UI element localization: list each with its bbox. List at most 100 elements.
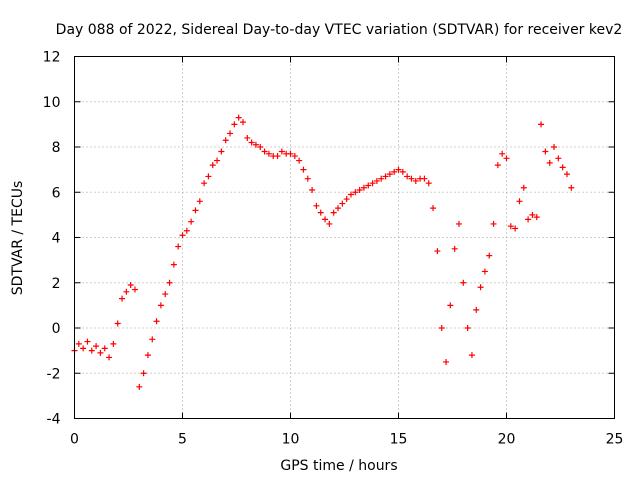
x-tick-label: 5 bbox=[178, 432, 187, 448]
data-point bbox=[326, 220, 333, 227]
data-point bbox=[460, 279, 467, 286]
y-axis-label: SDTVAR / TECUs bbox=[10, 181, 26, 296]
chart-title: Day 088 of 2022, Sidereal Day-to-day VTE… bbox=[56, 22, 623, 38]
data-point bbox=[425, 180, 432, 187]
data-point bbox=[149, 336, 156, 343]
data-point bbox=[516, 198, 523, 205]
y-tick-label: 10 bbox=[43, 95, 61, 111]
data-point bbox=[555, 155, 562, 162]
data-point bbox=[209, 162, 216, 169]
data-point bbox=[140, 370, 147, 377]
data-point bbox=[304, 175, 311, 182]
data-point bbox=[525, 216, 532, 223]
data-point bbox=[80, 345, 87, 352]
data-point bbox=[563, 171, 570, 178]
data-point bbox=[468, 352, 475, 359]
data-point bbox=[356, 186, 363, 193]
data-point bbox=[183, 227, 190, 234]
data-point bbox=[455, 220, 462, 227]
data-point bbox=[473, 306, 480, 313]
data-point bbox=[188, 218, 195, 225]
y-tick-label: 6 bbox=[52, 185, 61, 201]
data-point bbox=[136, 383, 143, 390]
data-point bbox=[214, 157, 221, 164]
data-point bbox=[287, 150, 294, 157]
data-point bbox=[464, 325, 471, 331]
data-point bbox=[222, 137, 229, 144]
data-point bbox=[110, 340, 117, 347]
data-point bbox=[404, 173, 411, 180]
data-point bbox=[551, 144, 558, 150]
data-point bbox=[335, 205, 342, 212]
data-point bbox=[248, 139, 255, 146]
x-tick-label: 0 bbox=[70, 432, 79, 448]
data-point bbox=[162, 291, 169, 298]
data-point bbox=[131, 286, 138, 293]
data-point bbox=[382, 173, 389, 180]
data-point bbox=[533, 214, 540, 221]
data-point bbox=[317, 209, 324, 216]
data-point bbox=[386, 171, 393, 178]
y-tick-label: 2 bbox=[52, 276, 61, 292]
data-point bbox=[93, 343, 100, 350]
data-point bbox=[538, 121, 545, 128]
data-point bbox=[196, 198, 203, 205]
data-point bbox=[360, 184, 367, 191]
y-tick-label: 12 bbox=[43, 50, 61, 66]
data-point bbox=[218, 148, 225, 155]
data-point bbox=[481, 268, 488, 275]
data-point bbox=[347, 191, 354, 198]
data-point bbox=[529, 211, 536, 218]
data-point bbox=[507, 223, 514, 230]
data-point bbox=[438, 325, 445, 331]
data-point bbox=[252, 141, 259, 148]
data-point bbox=[399, 168, 406, 175]
data-point bbox=[153, 318, 160, 325]
x-tick-label: 20 bbox=[498, 432, 516, 448]
data-point bbox=[231, 121, 238, 128]
data-point bbox=[391, 168, 398, 175]
data-point bbox=[265, 150, 272, 157]
data-point bbox=[395, 166, 402, 173]
data-point bbox=[201, 180, 208, 187]
data-point bbox=[546, 159, 553, 166]
data-point bbox=[106, 354, 113, 361]
data-point bbox=[97, 349, 104, 356]
data-point bbox=[408, 175, 415, 182]
data-point bbox=[239, 119, 246, 126]
data-point bbox=[170, 261, 177, 268]
x-axis-label: GPS time / hours bbox=[280, 458, 397, 474]
data-point bbox=[235, 114, 242, 121]
plot-frame bbox=[74, 56, 615, 419]
data-point bbox=[443, 358, 450, 365]
data-point bbox=[244, 134, 251, 141]
data-point bbox=[309, 186, 316, 193]
data-point bbox=[84, 338, 91, 345]
data-point bbox=[512, 225, 519, 232]
x-tick-label: 15 bbox=[390, 432, 408, 448]
data-point bbox=[447, 302, 454, 309]
data-point bbox=[123, 288, 130, 295]
data-point bbox=[330, 209, 337, 216]
data-point bbox=[313, 202, 320, 209]
data-point bbox=[179, 232, 186, 239]
data-point bbox=[369, 180, 376, 187]
data-point bbox=[291, 153, 298, 160]
data-point bbox=[343, 196, 350, 203]
y-tick-label: 4 bbox=[52, 231, 61, 247]
data-point bbox=[430, 205, 437, 212]
data-point bbox=[412, 177, 419, 184]
data-point bbox=[157, 302, 164, 309]
data-point bbox=[88, 347, 95, 354]
data-point bbox=[119, 295, 126, 302]
data-point bbox=[503, 155, 510, 162]
data-point bbox=[127, 282, 134, 289]
data-point bbox=[542, 148, 549, 155]
data-point bbox=[192, 207, 199, 214]
data-point bbox=[144, 352, 151, 359]
data-point bbox=[339, 200, 346, 207]
data-point bbox=[499, 150, 506, 157]
data-point bbox=[490, 220, 497, 227]
data-point bbox=[494, 162, 501, 169]
